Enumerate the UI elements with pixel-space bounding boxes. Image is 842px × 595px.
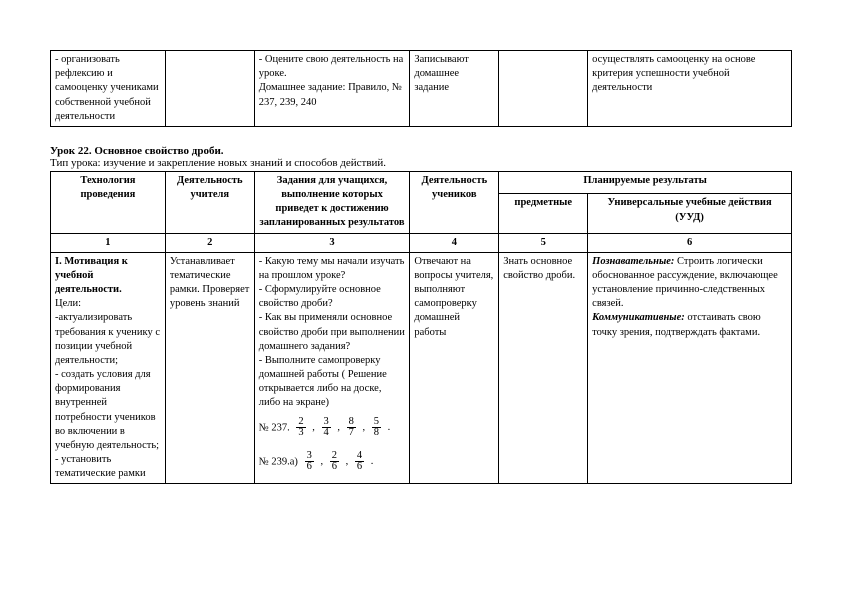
col-results-group: Планируемые результаты [499,171,792,194]
tasks-239: № 239.а) 36 , 26 , 46 . [259,451,406,473]
cell-tasks: - Оцените свою деятельность на уроке.Дом… [254,51,410,127]
uud-k-label: Коммуникативные: [592,312,685,323]
cell-tasks: - Какую тему мы начали изучать на прошло… [254,252,410,484]
separator: , [318,456,326,467]
cell-uud: осуществлять самооценку на основе критер… [588,51,792,127]
num-5: 5 [499,233,588,252]
num-3: 3 [254,233,410,252]
num-4: 4 [410,233,499,252]
col-students: Деятельность учеников [410,171,499,233]
tasks-237: № 237. 23 , 34 , 87 , 58 . [259,417,406,439]
separator: , [310,422,318,433]
tech-bold: I. Мотивация к учебной деятельности. [55,256,128,295]
separator: , [343,456,351,467]
cell-tech: I. Мотивация к учебной деятельности. Цел… [51,252,166,484]
fraction: 46 [355,451,364,473]
cell-teacher: Устанавливает тематические рамки. Провер… [165,252,254,484]
separator: , [335,422,343,433]
cell-students: Отвечают на вопросы учителя, выполняют с… [410,252,499,484]
table-row: I. Мотивация к учебной деятельности. Цел… [51,252,792,484]
num-6: 6 [588,233,792,252]
col-uud: Универсальные учебные действия(УУД) [588,194,792,233]
fraction: 36 [305,451,314,473]
fraction: 87 [347,417,356,439]
tech-rest: Цели:-актуализировать требования к учени… [55,298,160,479]
col-tasks: Задания для учащихся, выполнение которых… [254,171,410,233]
separator: . [368,456,373,467]
fraction: 26 [330,451,339,473]
fraction: 23 [296,417,305,439]
col-tech: Технология проведения [51,171,166,233]
top-table: - организовать рефлексию и самооценку уч… [50,50,792,127]
label-239: № 239.а) [259,456,298,467]
header-row-1: Технология проведения Деятельность учите… [51,171,792,194]
cell-subject: Знать основное свойство дроби. [499,252,588,484]
num-2: 2 [165,233,254,252]
cell-tech: - организовать рефлексию и самооценку уч… [51,51,166,127]
lesson-type: Тип урока: изучение и закрепление новых … [50,157,386,169]
uud-p-label: Познавательные: [592,256,674,267]
num-1: 1 [51,233,166,252]
tasks-text: - Какую тему мы начали изучать на прошло… [259,255,406,411]
cell-teacher [165,51,254,127]
col-subject: предметные [499,194,588,233]
separator: . [385,422,390,433]
col-teacher: Деятельность учителя [165,171,254,233]
cell-subject [499,51,588,127]
main-table: Технология проведения Деятельность учите… [50,171,792,485]
label-237: № 237. [259,422,290,433]
lesson-title: Урок 22. Основное свойство дроби. [50,145,224,157]
lesson-heading: Урок 22. Основное свойство дроби. Тип ур… [50,145,792,169]
table-row: - организовать рефлексию и самооценку уч… [51,51,792,127]
cell-uud: Познавательные: Строить логически обосно… [588,252,792,484]
fraction: 58 [372,417,381,439]
cell-students: Записывают домашнее задание [410,51,499,127]
num-row: 1 2 3 4 5 6 [51,233,792,252]
fraction: 34 [322,417,331,439]
separator: , [360,422,368,433]
